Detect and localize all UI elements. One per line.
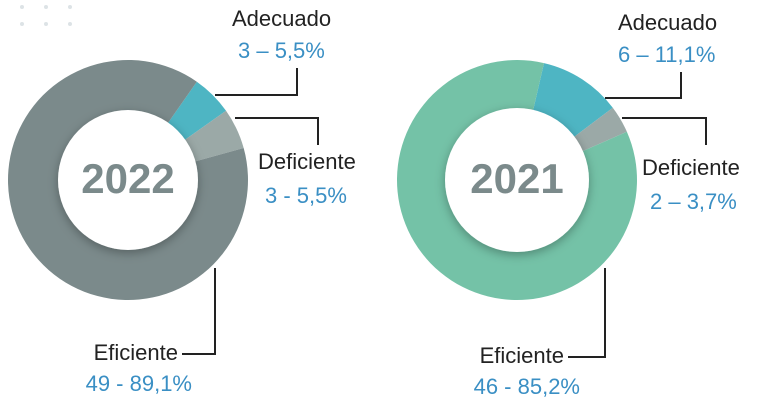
- leader-line: [605, 72, 682, 99]
- legend-label: Deficiente: [642, 155, 740, 180]
- leader-line: [235, 117, 319, 145]
- donut-hole: [445, 108, 589, 252]
- legend-label: Eficiente: [480, 343, 564, 368]
- decoration-dots: [20, 5, 72, 26]
- value-label: 6 – 11,1%: [618, 42, 715, 67]
- leader-line: [215, 68, 298, 96]
- leader-line: [182, 268, 216, 355]
- value-label: 3 – 5,5%: [238, 38, 325, 63]
- leader-line: [568, 268, 606, 358]
- legend-label: Deficiente: [258, 149, 356, 174]
- legend-label: Eficiente: [94, 340, 178, 365]
- leader-line: [622, 117, 707, 145]
- center-year: 2021: [470, 155, 563, 202]
- value-label: 49 - 89,1%: [86, 371, 192, 396]
- value-label: 2 – 3,7%: [650, 189, 737, 214]
- value-label: 3 - 5,5%: [265, 183, 347, 208]
- center-year: 2022: [81, 155, 174, 202]
- value-label: 46 - 85,2%: [474, 374, 580, 399]
- legend-label: Adecuado: [618, 10, 717, 35]
- donut-hole: [58, 110, 198, 250]
- legend-label: Adecuado: [232, 6, 331, 31]
